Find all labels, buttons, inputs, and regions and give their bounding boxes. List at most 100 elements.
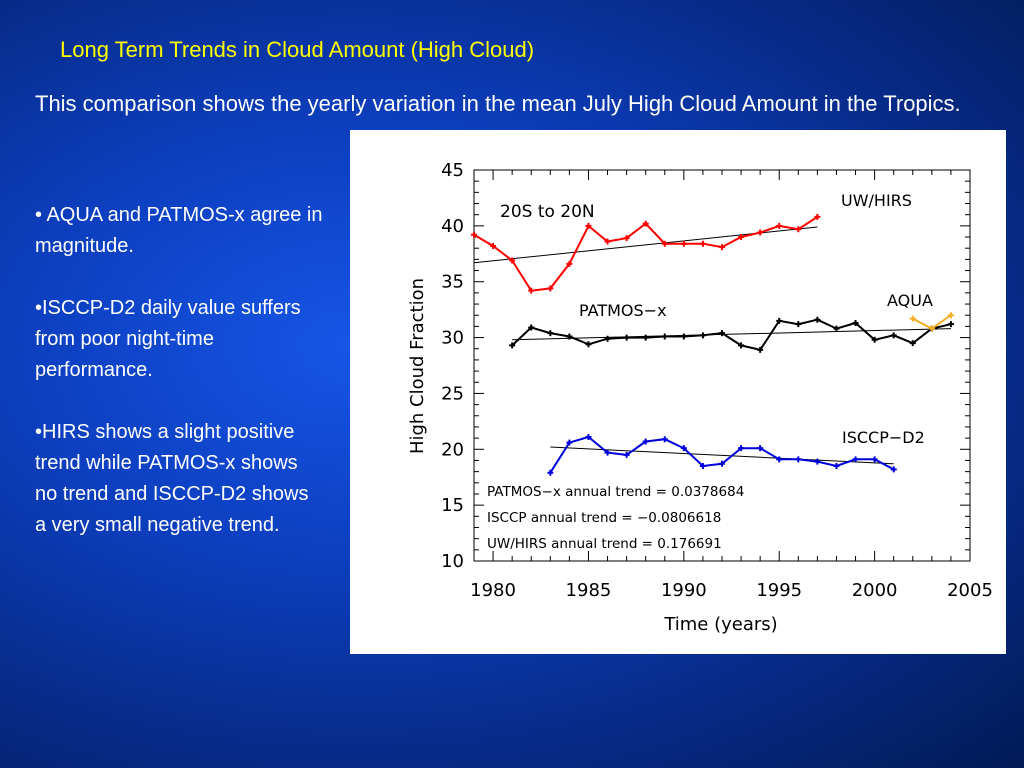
data-point <box>909 340 916 347</box>
data-point <box>680 240 687 247</box>
data-point <box>947 321 954 328</box>
data-point <box>604 335 611 342</box>
data-point <box>909 315 916 322</box>
data-point <box>795 456 802 463</box>
x-tick-label: 2000 <box>852 580 898 601</box>
data-point <box>947 312 954 319</box>
y-tick-label: 35 <box>441 272 464 293</box>
data-point <box>547 330 554 337</box>
data-point <box>585 222 592 229</box>
data-point <box>680 333 687 340</box>
data-point <box>795 226 802 233</box>
data-point <box>566 333 573 340</box>
x-tick-label: 1995 <box>756 580 802 601</box>
data-point <box>776 317 783 324</box>
data-point <box>871 456 878 463</box>
data-point <box>661 240 668 247</box>
data-point <box>585 341 592 348</box>
data-point <box>699 332 706 339</box>
data-point <box>738 445 745 452</box>
data-point <box>757 346 764 353</box>
series-label-isccp: ISCCP−D2 <box>842 428 925 447</box>
y-tick-label: 30 <box>441 328 464 349</box>
series-label-aqua: AQUA <box>887 291 933 310</box>
data-point <box>547 285 554 292</box>
data-point <box>642 438 649 445</box>
data-point <box>642 220 649 227</box>
y-tick-label: 25 <box>441 383 464 404</box>
annotation-patmos-trend: PATMOS−x annual trend = 0.0378684 <box>487 484 744 500</box>
y-axis-label: High Cloud Fraction <box>407 278 428 454</box>
data-point <box>509 257 516 264</box>
bullet-isccp: •ISCCP-D2 daily value suffers from poor … <box>35 297 301 381</box>
data-point <box>852 456 859 463</box>
data-point <box>547 469 554 476</box>
data-point <box>776 456 783 463</box>
data-point <box>528 324 535 331</box>
data-point <box>890 466 897 473</box>
bullet-hirs-trend: •HIRS shows a slight positive trend whil… <box>35 421 309 536</box>
bullet-list: • AQUA and PATMOS-x agree in magnitude. … <box>35 200 325 572</box>
series-label-hirs: UW/HIRS <box>841 191 912 210</box>
data-point <box>471 231 477 238</box>
x-tick-label: 1980 <box>470 580 516 601</box>
data-point <box>757 445 764 452</box>
data-point <box>738 342 745 349</box>
data-point <box>795 321 802 328</box>
data-point <box>528 287 535 294</box>
data-point <box>776 222 783 229</box>
data-point <box>699 240 706 247</box>
data-point <box>890 332 897 339</box>
data-point <box>719 460 725 467</box>
series-label-patmos: PATMOS−x <box>579 301 667 320</box>
trend-line <box>512 328 951 341</box>
data-point <box>738 234 745 241</box>
data-point <box>833 463 840 470</box>
x-axis-label: Time (years) <box>663 614 777 635</box>
data-point <box>928 325 935 332</box>
slide-title: Long Term Trends in Cloud Amount (High C… <box>60 37 535 62</box>
data-point <box>604 449 611 456</box>
data-point <box>623 451 630 458</box>
bullet-aqua-patmos: • AQUA and PATMOS-x agree in magnitude. <box>35 204 323 257</box>
intro-text: This comparison shows the yearly variati… <box>35 91 961 116</box>
y-tick-label: 45 <box>441 160 464 181</box>
data-point <box>833 325 840 332</box>
x-tick-label: 1990 <box>661 580 707 601</box>
data-point <box>871 336 878 343</box>
region-label: 20S to 20N <box>500 202 595 222</box>
y-tick-label: 10 <box>441 551 464 572</box>
data-point <box>719 330 725 337</box>
annotation-hirs-trend: UW/HIRS annual trend = 0.176691 <box>487 536 722 552</box>
data-point <box>623 334 630 341</box>
annotation-isccp-trend: ISCCP annual trend = −0.0806618 <box>487 510 721 526</box>
data-point <box>852 320 859 327</box>
data-point <box>719 244 725 251</box>
x-tick-label: 1985 <box>566 580 612 601</box>
x-tick-label: 2005 <box>947 580 993 601</box>
data-point <box>490 242 497 249</box>
data-point <box>814 458 821 465</box>
data-point <box>604 238 611 245</box>
trend-line <box>473 226 818 264</box>
y-tick-label: 15 <box>441 495 464 516</box>
data-point <box>661 436 668 443</box>
data-point <box>680 445 687 452</box>
data-point <box>642 334 649 341</box>
data-point <box>509 342 516 349</box>
y-tick-label: 20 <box>441 439 464 460</box>
chart-panel: 1980 1985 1990 1995 2000 2005 10 15 20 25 30 35 40 45… <box>350 130 1006 654</box>
data-point <box>699 463 706 470</box>
data-point <box>814 316 821 323</box>
data-point <box>566 439 573 446</box>
data-point <box>623 235 630 242</box>
data-point <box>814 213 821 220</box>
y-tick-label: 40 <box>441 216 464 237</box>
data-point <box>585 433 592 440</box>
cloud-trend-chart: 1980 1985 1990 1995 2000 2005 10 15 20 25 30 35 40 45… <box>407 160 993 635</box>
plot-frame <box>473 169 971 562</box>
series-line <box>473 216 818 292</box>
data-point <box>566 260 573 267</box>
series-line <box>511 318 952 352</box>
data-point <box>757 229 764 236</box>
